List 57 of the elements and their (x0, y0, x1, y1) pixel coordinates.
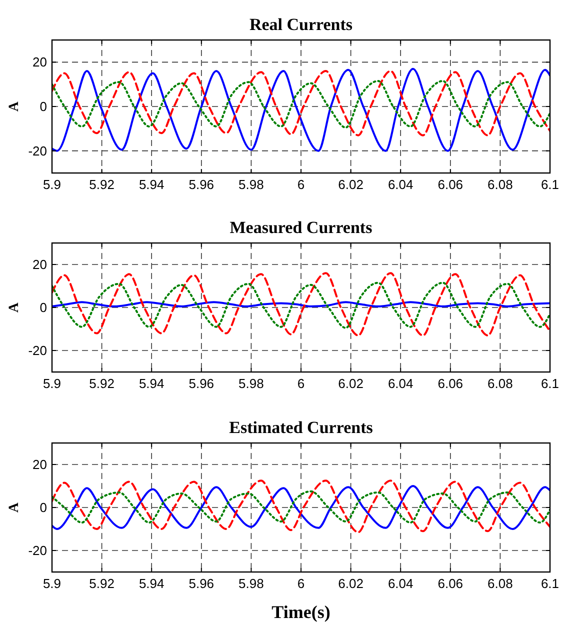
line-series (52, 80, 550, 129)
y-tick-label: 20 (32, 457, 47, 472)
x-tick-label: 6.1 (540, 576, 560, 591)
x-tick-label: 5.98 (238, 576, 264, 591)
line-series (52, 70, 550, 136)
x-tick-label: 6.1 (540, 376, 560, 391)
x-tick-label: 6 (297, 376, 305, 391)
y-tick-label: -20 (28, 143, 47, 158)
y-tick-label: 20 (32, 257, 47, 272)
y-tick-label: 0 (40, 300, 47, 316)
y-axis-title: A (7, 302, 22, 313)
x-tick-label: 6.1 (540, 177, 560, 192)
x-tick-label: 5.96 (188, 177, 214, 192)
x-tick-label: 6 (297, 177, 305, 192)
x-tick-label: 6.04 (388, 177, 414, 192)
y-tick-label: 0 (40, 500, 47, 516)
x-tick-label: 6.02 (338, 376, 364, 391)
chart-title: Measured Currents (230, 218, 373, 237)
x-tick-label: 6.06 (438, 376, 464, 391)
x-tick-label: 6.08 (488, 376, 513, 391)
x-tick-label: 6.02 (338, 177, 364, 192)
x-tick-label: 6.06 (438, 576, 464, 591)
x-tick-label: 5.94 (138, 576, 164, 591)
line-series (52, 282, 550, 329)
x-tick-label: 6.04 (388, 376, 414, 391)
x-tick-label: 5.96 (188, 576, 214, 591)
x-tick-label: 5.92 (89, 376, 114, 391)
line-series (52, 68, 550, 152)
x-tick-label: 5.98 (238, 376, 264, 391)
chart-title: Real Currents (249, 15, 353, 34)
line-series (52, 480, 550, 534)
x-tick-label: 5.94 (138, 376, 164, 391)
x-tick-label: 6.08 (488, 177, 513, 192)
x-tick-label: 5.98 (238, 177, 264, 192)
x-tick-label: 5.9 (42, 376, 62, 391)
x-tick-label: 5.92 (89, 177, 114, 192)
x-tick-label: 5.9 (42, 576, 62, 591)
y-tick-label: 20 (32, 54, 47, 70)
x-tick-label: 6.06 (438, 177, 464, 192)
x-tick-label: 6 (297, 576, 305, 591)
x-tick-label: 5.92 (89, 576, 114, 591)
line-series (52, 485, 550, 530)
x-tick-label: 6.02 (338, 576, 364, 591)
y-axis-title: A (7, 100, 22, 112)
y-tick-label: 0 (40, 99, 47, 114)
line-series (52, 272, 550, 336)
x-tick-label: 5.96 (188, 376, 214, 391)
y-tick-label: -20 (28, 543, 47, 558)
line-series (52, 490, 550, 524)
y-tick-label: -20 (28, 343, 47, 358)
y-axis-title: A (7, 502, 22, 513)
chart-title: Estimated Currents (229, 418, 374, 437)
x-tick-label: 6.08 (488, 576, 513, 591)
x-tick-label: 5.94 (138, 177, 164, 192)
x-tick-label: 5.9 (42, 177, 62, 192)
x-tick-label: 6.04 (388, 576, 414, 591)
x-axis-title: Time(s) (272, 602, 330, 622)
